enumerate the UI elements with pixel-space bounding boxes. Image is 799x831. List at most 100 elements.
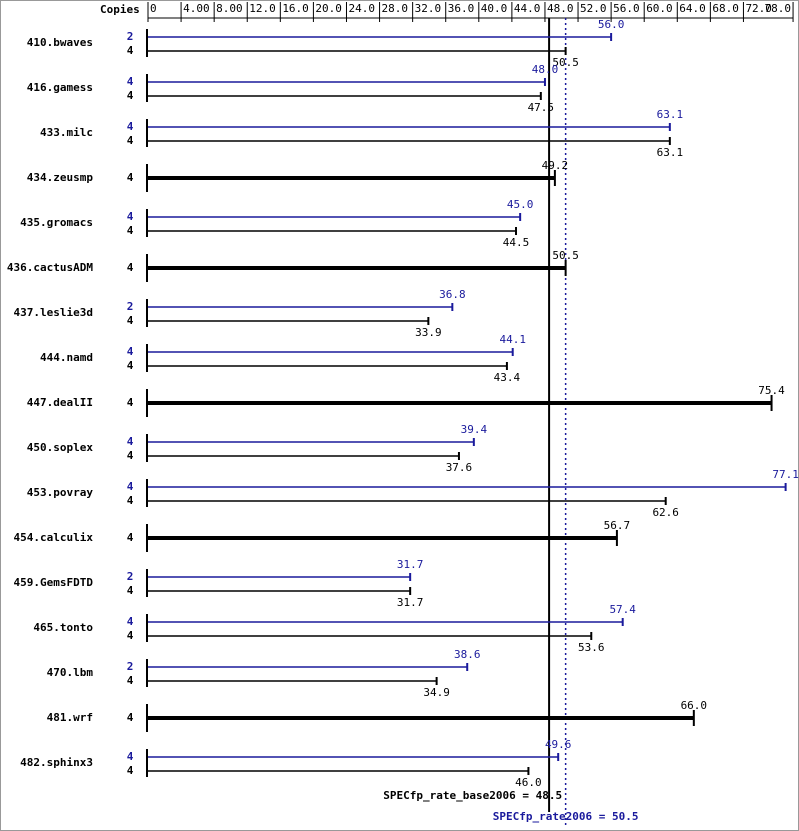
copies-label: 4 [127, 615, 134, 628]
copies-label: 4 [127, 75, 134, 88]
value-label: 49.2 [542, 159, 569, 172]
x-tick-label: 64.0 [679, 2, 706, 15]
value-label: 33.9 [415, 326, 442, 339]
value-label: 44.5 [503, 236, 530, 249]
benchmark-label: 433.milc [40, 126, 93, 139]
copies-label: 4 [127, 89, 134, 102]
value-label: 45.0 [507, 198, 534, 211]
value-label: 48.0 [532, 63, 559, 76]
benchmark-label: 465.tonto [33, 621, 93, 634]
value-label: 56.0 [598, 18, 625, 31]
column-header: Copies [100, 3, 140, 16]
benchmark-label: 454.calculix [14, 531, 94, 544]
benchmark-label: 444.namd [40, 351, 93, 364]
benchmark-label: 416.gamess [27, 81, 93, 94]
x-tick-label: 36.0 [448, 2, 475, 15]
x-tick-label: 0 [150, 2, 157, 15]
benchmark-label: 437.leslie3d [14, 306, 93, 319]
benchmark-label: 447.dealII [27, 396, 93, 409]
value-label: 43.4 [494, 371, 521, 384]
value-label: 36.8 [439, 288, 466, 301]
copies-label: 4 [127, 261, 134, 274]
copies-label: 4 [127, 711, 134, 724]
copies-label: 2 [127, 30, 134, 43]
benchmark-label: 434.zeusmp [27, 171, 94, 184]
x-tick-label: 32.0 [415, 2, 442, 15]
value-label: 44.1 [499, 333, 526, 346]
x-tick-label: 4.00 [183, 2, 210, 15]
copies-label: 4 [127, 449, 134, 462]
value-label: 37.6 [446, 461, 473, 474]
value-label: 31.7 [397, 558, 424, 571]
copies-label: 4 [127, 120, 134, 133]
value-label: 63.1 [657, 146, 684, 159]
x-tick-label: 20.0 [315, 2, 342, 15]
copies-label: 4 [127, 44, 134, 57]
benchmark-label: 481.wrf [47, 711, 93, 724]
x-tick-label: 48.0 [547, 2, 574, 15]
x-tick-label: 28.0 [382, 2, 409, 15]
value-label: 47.5 [528, 101, 555, 114]
copies-label: 4 [127, 171, 134, 184]
copies-label: 4 [127, 750, 134, 763]
benchmark-label: 436.cactusADM [7, 261, 93, 274]
value-label: 50.5 [552, 56, 579, 69]
value-label: 39.4 [461, 423, 488, 436]
copies-label: 4 [127, 764, 134, 777]
x-tick-label: 8.00 [216, 2, 243, 15]
benchmark-label: 450.soplex [27, 441, 94, 454]
copies-label: 4 [127, 629, 134, 642]
reference-label: SPECfp_rate_base2006 = 48.5 [383, 789, 562, 802]
benchmark-label: 410.bwaves [27, 36, 93, 49]
copies-label: 4 [127, 674, 134, 687]
reference-label: SPECfp_rate2006 = 50.5 [493, 810, 639, 823]
benchmark-label: 470.lbm [47, 666, 94, 679]
x-tick-label: 78.0 [765, 2, 792, 15]
benchmark-label: 453.povray [27, 486, 94, 499]
value-label: 57.4 [609, 603, 636, 616]
value-label: 62.6 [652, 506, 679, 519]
x-tick-label: 56.0 [613, 2, 640, 15]
copies-label: 4 [127, 480, 134, 493]
value-label: 63.1 [657, 108, 684, 121]
x-tick-label: 12.0 [249, 2, 275, 15]
copies-label: 2 [127, 300, 134, 313]
value-label: 56.7 [604, 519, 631, 532]
copies-label: 4 [127, 396, 134, 409]
copies-label: 4 [127, 359, 134, 372]
value-label: 46.0 [515, 776, 542, 789]
copies-label: 4 [127, 494, 134, 507]
x-tick-label: 68.0 [712, 2, 739, 15]
value-label: 38.6 [454, 648, 481, 661]
copies-label: 4 [127, 314, 134, 327]
copies-label: 4 [127, 224, 134, 237]
value-label: 31.7 [397, 596, 424, 609]
value-label: 53.6 [578, 641, 605, 654]
benchmark-label: 482.sphinx3 [20, 756, 93, 769]
x-tick-label: 24.0 [348, 2, 375, 15]
x-tick-label: 52.0 [580, 2, 607, 15]
copies-label: 4 [127, 345, 134, 358]
value-label: 49.6 [545, 738, 572, 751]
copies-label: 4 [127, 210, 134, 223]
copies-label: 2 [127, 660, 134, 673]
copies-label: 2 [127, 570, 134, 583]
benchmark-label: 459.GemsFDTD [14, 576, 94, 589]
copies-label: 4 [127, 134, 134, 147]
value-label: 34.9 [423, 686, 450, 699]
copies-label: 4 [127, 531, 134, 544]
value-label: 75.4 [758, 384, 785, 397]
value-label: 50.5 [552, 249, 579, 262]
value-label: 77.1 [772, 468, 799, 481]
copies-label: 4 [127, 435, 134, 448]
x-tick-label: 60.0 [646, 2, 673, 15]
value-label: 66.0 [681, 699, 708, 712]
x-tick-label: 16.0 [282, 2, 309, 15]
benchmark-label: 435.gromacs [20, 216, 93, 229]
x-tick-label: 44.0 [514, 2, 541, 15]
x-tick-label: 40.0 [481, 2, 508, 15]
x-tick-label: 72.0 [745, 2, 772, 15]
copies-label: 4 [127, 584, 134, 597]
